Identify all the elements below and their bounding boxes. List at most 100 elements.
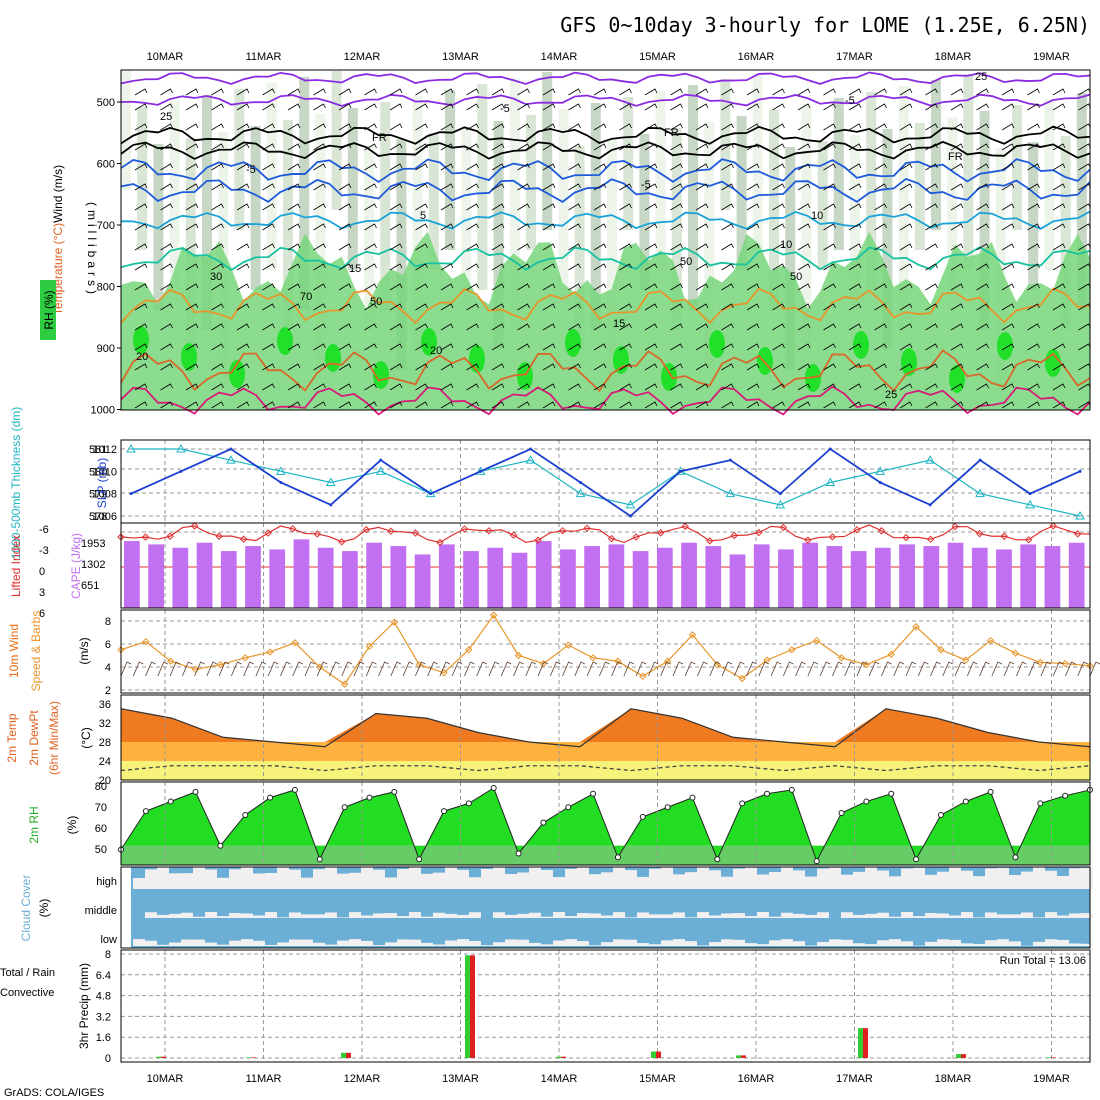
contour-label: FR: [372, 132, 387, 144]
cloud-fraction-bar: [1057, 915, 1069, 918]
wind-barb: [1001, 343, 1015, 351]
wind-barb: [185, 223, 199, 231]
wind-speed-point: [639, 672, 647, 680]
wind-barb: [440, 143, 454, 151]
wind-barb: [262, 263, 275, 271]
thickness-point: [725, 488, 736, 498]
li-point: [313, 530, 321, 538]
wind-barb: [364, 88, 377, 96]
rh2m-unit-label: (%): [65, 816, 79, 835]
date-label-bottom: 19MAR: [1033, 1073, 1070, 1085]
wind-barb: [491, 163, 505, 171]
cloud-fraction-bar: [841, 874, 853, 889]
wind-barb: [466, 183, 479, 191]
thickness-tick: 581: [89, 444, 107, 456]
cape-bar: [463, 551, 479, 608]
wind-barb: [899, 263, 913, 271]
wind-barb: [619, 323, 632, 331]
wind-barb: [415, 103, 428, 111]
rh-high-blob: [757, 347, 773, 375]
cloud-fraction-bar: [841, 912, 853, 918]
wind-barb: [313, 363, 326, 371]
cloud-fraction-bar: [241, 939, 253, 946]
wind-barb-10m: [991, 661, 1003, 677]
cloud-fraction-bar: [277, 867, 289, 889]
wind-barb: [1027, 343, 1040, 351]
rh-legend-swatch: [40, 280, 56, 340]
wind-barb: [466, 303, 479, 311]
cloud-fraction-bar: [613, 939, 625, 946]
wind-barb: [1027, 143, 1040, 151]
rh-shade: [607, 140, 617, 390]
rh-label: RH (%): [42, 290, 56, 329]
wind-barb: [695, 401, 709, 409]
rh-label-group: RH (%): [40, 280, 56, 340]
wind-barb: [797, 283, 811, 291]
wind-barb: [211, 243, 224, 251]
temperature-contour: [120, 210, 1091, 230]
temperature-contour: [120, 385, 1091, 416]
wind-barb: [440, 88, 454, 96]
wind-barb: [389, 343, 403, 351]
wind-barb: [925, 123, 938, 131]
wind-barb-10m: [648, 661, 659, 677]
li-point: [755, 528, 763, 537]
cloud-fraction-bar: [865, 944, 877, 946]
rh-point: [664, 804, 671, 811]
cloud-fraction-bar: [517, 913, 529, 918]
wind-barb: [491, 263, 505, 271]
wind-barb: [185, 323, 199, 331]
cloud-fraction-bar: [1069, 913, 1081, 918]
wind-barb: [517, 363, 530, 371]
cloud-fraction-bar: [637, 876, 649, 889]
wind-barb: [415, 283, 428, 291]
wind-barb: [670, 143, 683, 151]
wind-speed-point: [1036, 658, 1045, 667]
wind-barb: [619, 343, 632, 351]
wind-speed-point: [788, 646, 796, 654]
wind-barb: [874, 203, 887, 211]
cape-bar: [947, 542, 964, 608]
rh-shade: [477, 84, 488, 290]
cloud-fraction-bar: [205, 869, 217, 889]
cloud-fraction-bar: [409, 912, 421, 918]
cloud-fraction-bar: [505, 873, 517, 889]
wind-barb: [899, 223, 913, 231]
wind-barb: [287, 88, 301, 96]
contour-label: 20: [136, 351, 148, 363]
wind-barb: [823, 203, 836, 211]
wind-barb: [262, 143, 275, 151]
wind-barb: [134, 183, 148, 191]
wind-barb: [466, 363, 479, 371]
rh-shade: [882, 129, 893, 350]
millibars-label: (millibars): [85, 202, 99, 298]
cape-tick: 1302: [81, 559, 105, 571]
wind-barb: [695, 88, 709, 96]
wind-barb: [211, 103, 224, 111]
wind-barb: [491, 383, 505, 391]
temp-tick: 36: [99, 699, 111, 711]
cloud-fraction-bar: [601, 872, 613, 889]
cloud-fraction-bar: [433, 944, 445, 946]
wind-barb: [185, 183, 199, 191]
wind-barb: [542, 323, 556, 331]
rh-high-blob: [325, 344, 341, 372]
thickness-point: [925, 455, 936, 464]
wind-barb: [619, 143, 632, 151]
wind-barb: [440, 223, 454, 231]
cloud-fraction-bar: [289, 912, 301, 918]
rh-point: [341, 804, 348, 811]
wind-barb-10m: [132, 661, 144, 677]
rh-shade: [121, 70, 131, 190]
wind-barb: [670, 303, 683, 311]
wind-barb: [670, 103, 683, 111]
cloud-fraction-bar: [817, 912, 829, 918]
cloud-fraction-bar: [889, 876, 901, 889]
slp-point: [229, 447, 233, 451]
wind-barb: [823, 363, 836, 371]
rh-shade: [785, 147, 796, 370]
date-label-top: 12MAR: [344, 51, 381, 63]
wind-barb: [823, 243, 836, 251]
contour-label: -5: [641, 179, 651, 191]
li-point: [338, 538, 346, 546]
